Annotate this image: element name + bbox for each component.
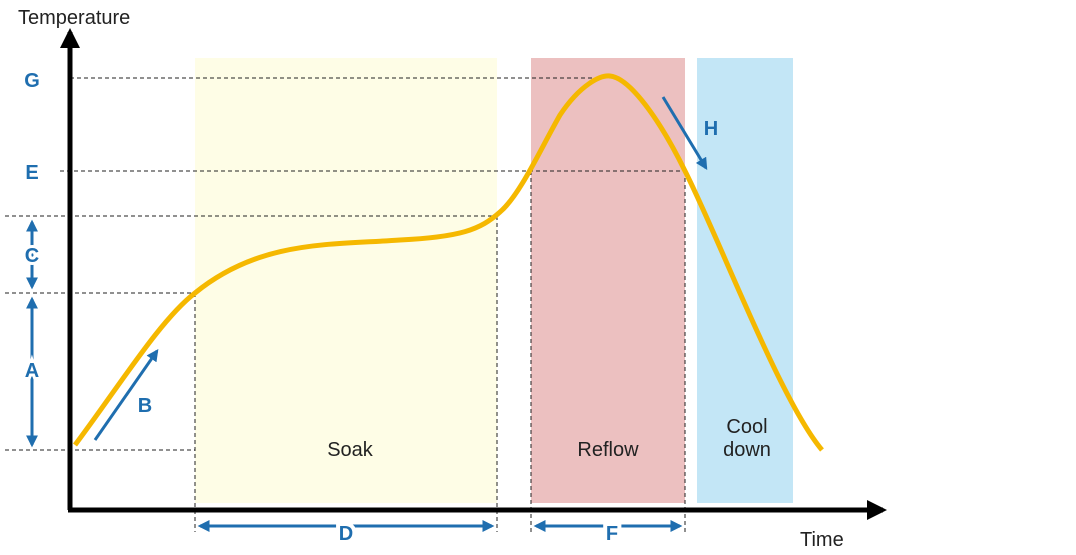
reflow-zone (531, 58, 685, 503)
duration-d: D (339, 523, 353, 545)
cool-zone (697, 58, 793, 503)
duration-f: F (606, 523, 618, 545)
cool-label: down (723, 439, 771, 461)
level-a: A (25, 360, 39, 382)
measure-arrows (26, 96, 708, 532)
y-axis-label: Temperature (18, 7, 130, 29)
level-g: G (24, 70, 40, 92)
guides (5, 77, 686, 532)
soak-zone (195, 58, 497, 503)
level-c: C (25, 245, 39, 267)
x-axis-label: Time (800, 529, 844, 551)
reflow-label: Reflow (577, 439, 639, 461)
profile-curve (72, 73, 824, 452)
cool-label: Cool (726, 416, 767, 438)
rate-h: H (704, 118, 718, 140)
rate-b: B (138, 395, 152, 417)
level-e: E (25, 162, 38, 184)
soak-label: Soak (327, 439, 374, 461)
